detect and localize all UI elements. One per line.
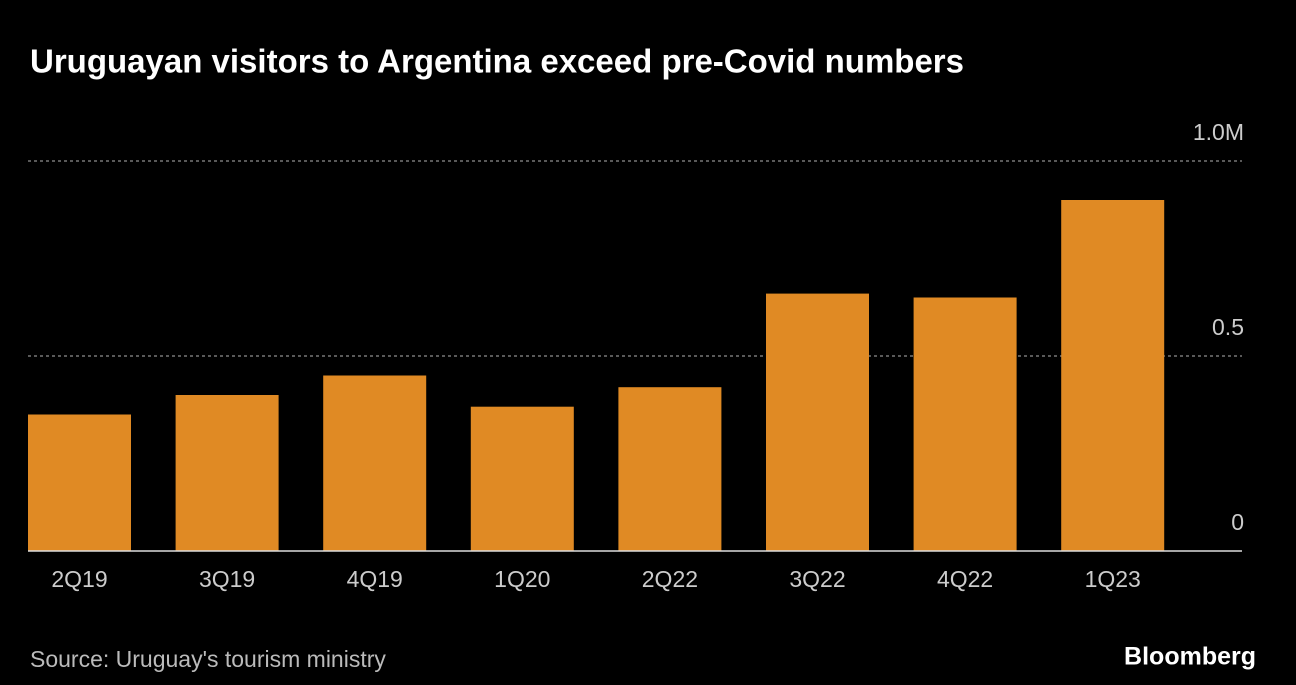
bar — [28, 414, 131, 551]
y-tick-label: 0.5 — [1212, 314, 1244, 340]
x-tick-label: 3Q22 — [789, 566, 845, 592]
bar — [766, 293, 869, 551]
x-tick-label: 4Q22 — [937, 566, 993, 592]
bar — [1061, 200, 1165, 551]
bar — [175, 395, 279, 551]
x-tick-label: 2Q22 — [642, 566, 698, 592]
x-tick-label: 4Q19 — [347, 566, 403, 592]
bar — [470, 406, 574, 551]
chart-title: Uruguayan visitors to Argentina exceed p… — [30, 43, 964, 80]
y-tick-label: 1.0M — [1193, 119, 1244, 145]
brand: Bloomberg — [1124, 643, 1256, 671]
x-tick-label: 1Q20 — [494, 566, 550, 592]
bar — [618, 387, 722, 551]
bar — [913, 297, 1017, 551]
x-tick-label: 3Q19 — [199, 566, 255, 592]
x-tick-label: 2Q19 — [51, 566, 107, 592]
y-tick-label: 0 — [1231, 509, 1244, 535]
source: Source: Uruguay's tourism ministry — [30, 646, 386, 672]
bar — [323, 375, 427, 551]
x-tick-label: 1Q23 — [1085, 566, 1141, 592]
